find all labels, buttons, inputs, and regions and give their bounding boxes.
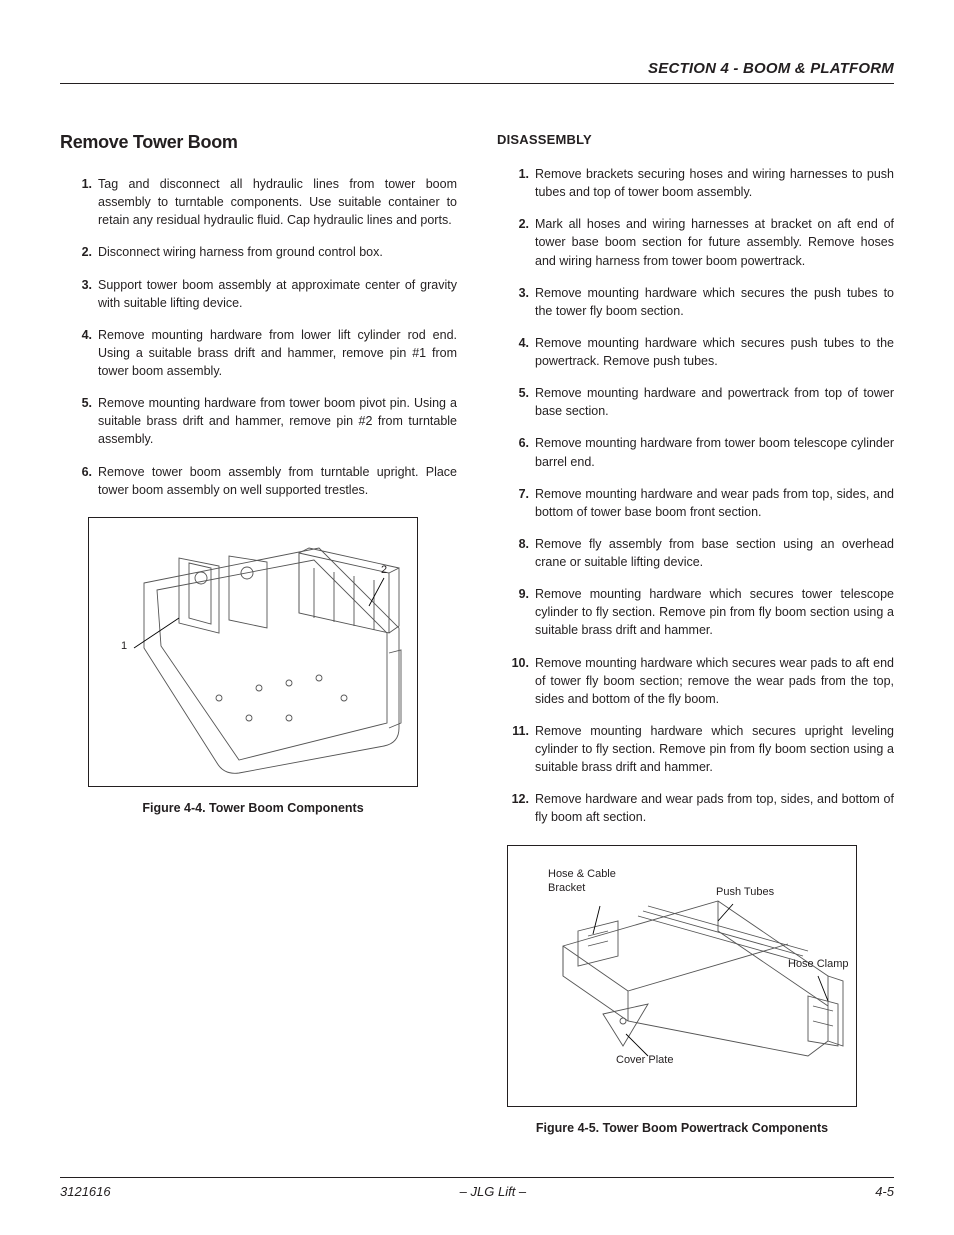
list-item: Remove fly assembly from base section us… xyxy=(497,535,894,571)
figure-4-4-caption: Figure 4-4. Tower Boom Components xyxy=(88,801,418,815)
footer-doc-number: 3121616 xyxy=(60,1184,111,1199)
footer-center: – JLG Lift – xyxy=(460,1184,526,1199)
list-item: Remove mounting hardware from tower boom… xyxy=(60,394,457,448)
section-header: SECTION 4 - BOOM & PLATFORM xyxy=(60,60,894,84)
list-item: Remove mounting hardware which secures t… xyxy=(497,585,894,639)
list-item: Remove hardware and wear pads from top, … xyxy=(497,790,894,826)
list-item: Remove brackets securing hoses and wirin… xyxy=(497,165,894,201)
right-column: DISASSEMBLY Remove brackets securing hos… xyxy=(497,132,894,1135)
list-item: Remove mounting hardware and wear pads f… xyxy=(497,485,894,521)
list-item: Remove mounting hardware and powertrack … xyxy=(497,384,894,420)
left-column: Remove Tower Boom Tag and disconnect all… xyxy=(60,132,457,1135)
remove-steps-list: Tag and disconnect all hydraulic lines f… xyxy=(60,175,457,499)
list-item: Remove mounting hardware from lower lift… xyxy=(60,326,457,380)
list-item: Remove tower boom assembly from turntabl… xyxy=(60,463,457,499)
two-column-layout: Remove Tower Boom Tag and disconnect all… xyxy=(60,132,894,1135)
disassembly-heading: DISASSEMBLY xyxy=(497,132,894,147)
callout-hose-clamp: Hose Clamp xyxy=(788,958,849,970)
list-item: Remove mounting hardware which secures u… xyxy=(497,722,894,776)
figure-4-4-box: 1 2 xyxy=(88,517,418,787)
tower-boom-components-illustration xyxy=(89,518,419,788)
callout-2: 2 xyxy=(381,564,387,576)
footer-page-number: 4-5 xyxy=(875,1184,894,1199)
remove-tower-boom-heading: Remove Tower Boom xyxy=(60,132,457,153)
callout-cover-plate: Cover Plate xyxy=(616,1054,673,1066)
list-item: Mark all hoses and wiring harnesses at b… xyxy=(497,215,894,269)
list-item: Remove mounting hardware which secures p… xyxy=(497,334,894,370)
figure-4-5-box: Hose & Cable Bracket Push Tubes Hose Cla… xyxy=(507,845,857,1107)
list-item: Tag and disconnect all hydraulic lines f… xyxy=(60,175,457,229)
list-item: Remove mounting hardware which secures t… xyxy=(497,284,894,320)
list-item: Remove mounting hardware which secures w… xyxy=(497,654,894,708)
list-item: Disconnect wiring harness from ground co… xyxy=(60,243,457,261)
callout-hose-bracket-2: Bracket xyxy=(548,882,585,894)
disassembly-steps-list: Remove brackets securing hoses and wirin… xyxy=(497,165,894,827)
callout-1: 1 xyxy=(121,640,127,652)
callout-hose-bracket-1: Hose & Cable xyxy=(548,868,616,880)
callout-push-tubes: Push Tubes xyxy=(716,886,774,898)
list-item: Support tower boom assembly at approxima… xyxy=(60,276,457,312)
page-footer: 3121616 – JLG Lift – 4-5 xyxy=(60,1177,894,1199)
list-item: Remove mounting hardware from tower boom… xyxy=(497,434,894,470)
figure-4-5-caption: Figure 4-5. Tower Boom Powertrack Compon… xyxy=(507,1121,857,1135)
